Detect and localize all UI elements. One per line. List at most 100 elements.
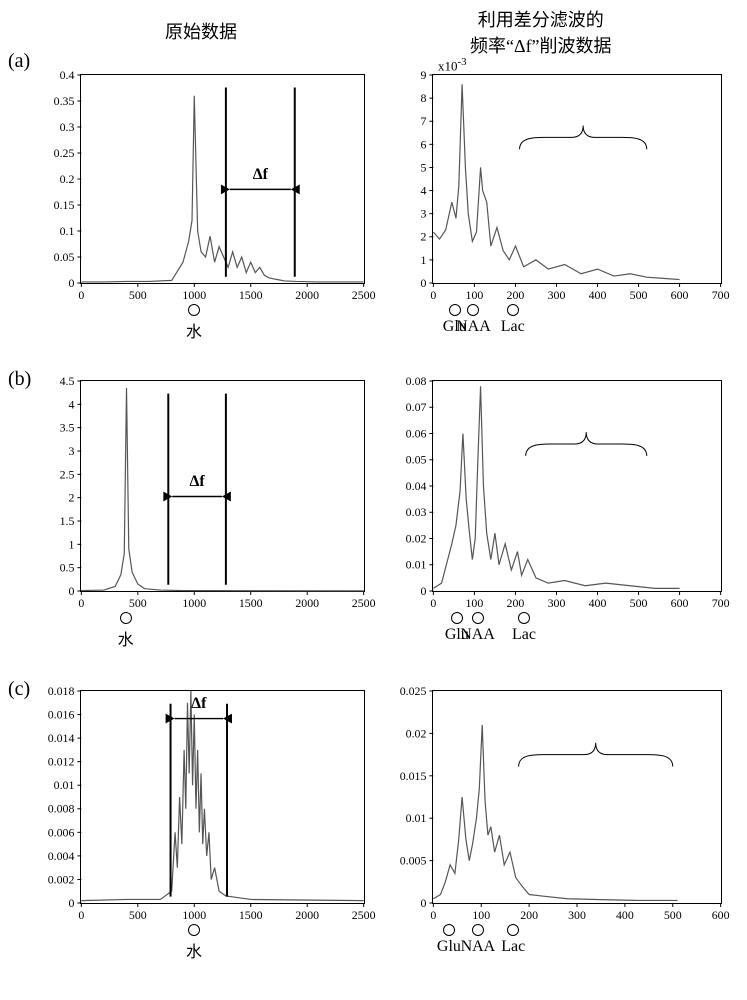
svg-text:1000: 1000: [182, 288, 206, 302]
svg-text:0.01: 0.01: [54, 778, 75, 792]
svg-text:0: 0: [78, 288, 84, 302]
marker-circle-c_right-2: [507, 924, 519, 936]
svg-text:200: 200: [520, 908, 538, 922]
marker-circle-a_right-0: [449, 304, 461, 316]
marker-label-a_right-2: Lac: [493, 318, 533, 336]
svg-text:0: 0: [430, 908, 436, 922]
marker-label-a_right-1: NAA: [453, 318, 493, 336]
svg-text:0.03: 0.03: [406, 505, 427, 519]
marker-label-a_left-water: 水: [174, 318, 214, 342]
svg-text:4.5: 4.5: [60, 374, 75, 388]
svg-text:600: 600: [671, 596, 689, 610]
svg-text:1500: 1500: [239, 288, 263, 302]
svg-text:0.35: 0.35: [54, 94, 75, 108]
svg-text:1: 1: [68, 537, 74, 551]
svg-text:100: 100: [466, 288, 484, 302]
svg-text:0: 0: [68, 584, 74, 598]
svg-text:0.018: 0.018: [48, 684, 75, 698]
svg-text:100: 100: [472, 908, 490, 922]
svg-text:600: 600: [671, 288, 689, 302]
svg-text:4: 4: [421, 184, 427, 198]
svg-text:0.004: 0.004: [48, 849, 75, 863]
svg-text:2.5: 2.5: [60, 467, 75, 481]
svg-text:0.012: 0.012: [48, 755, 75, 769]
svg-text:2: 2: [68, 491, 74, 505]
svg-text:3: 3: [68, 444, 74, 458]
svg-text:2500: 2500: [352, 908, 376, 922]
marker-label-c_right-1: NAA: [458, 938, 498, 956]
svg-text:7: 7: [421, 114, 427, 128]
svg-text:500: 500: [630, 596, 648, 610]
svg-text:400: 400: [616, 908, 634, 922]
svg-text:100: 100: [465, 596, 483, 610]
svg-text:500: 500: [630, 288, 648, 302]
svg-text:0.02: 0.02: [406, 531, 427, 545]
svg-text:8: 8: [421, 91, 427, 105]
svg-text:2000: 2000: [295, 288, 319, 302]
svg-text:Δf: Δf: [253, 166, 269, 183]
marker-label-b_right-1: NAA: [458, 626, 498, 644]
svg-text:0.04: 0.04: [406, 479, 427, 493]
chart-panel-a_left: 00.050.10.150.20.250.30.350.405001000150…: [80, 74, 365, 284]
svg-text:700: 700: [712, 596, 730, 610]
marker-circle-b_right-2: [518, 612, 530, 624]
svg-text:500: 500: [129, 908, 147, 922]
column-title-right: 利用差分滤波的 频率“Δf”削波数据: [470, 6, 612, 58]
marker-label-b_right-2: Lac: [504, 626, 544, 644]
svg-text:0.014: 0.014: [48, 731, 75, 745]
svg-text:0.05: 0.05: [54, 250, 75, 264]
svg-text:0.015: 0.015: [400, 769, 427, 783]
svg-text:1000: 1000: [182, 596, 206, 610]
svg-text:0: 0: [68, 276, 74, 290]
svg-text:0: 0: [68, 896, 74, 910]
svg-text:0.25: 0.25: [54, 146, 75, 160]
svg-text:0.05: 0.05: [406, 453, 427, 467]
svg-text:0.006: 0.006: [48, 825, 75, 839]
svg-text:2500: 2500: [352, 596, 376, 610]
svg-text:300: 300: [568, 908, 586, 922]
svg-text:0: 0: [420, 896, 426, 910]
svg-text:0: 0: [430, 288, 436, 302]
svg-text:3: 3: [421, 207, 427, 221]
marker-circle-c_right-1: [472, 924, 484, 936]
svg-text:2: 2: [421, 230, 427, 244]
svg-text:700: 700: [712, 288, 730, 302]
marker-circle-a_right-2: [507, 304, 519, 316]
svg-text:0.025: 0.025: [400, 684, 427, 698]
row-label-b: (b): [8, 368, 31, 391]
svg-text:500: 500: [129, 596, 147, 610]
chart-panel-a_right: 01234567890100200300400500600700: [432, 74, 722, 284]
marker-circle-b_right-1: [472, 612, 484, 624]
svg-text:0.08: 0.08: [406, 374, 427, 388]
svg-text:0.2: 0.2: [60, 172, 75, 186]
svg-text:0: 0: [430, 596, 436, 610]
marker-label-c_right-2: Lac: [493, 938, 533, 956]
marker-label-b_left-water: 水: [106, 626, 146, 650]
svg-text:1500: 1500: [239, 596, 263, 610]
marker-label-c_left-water: 水: [174, 938, 214, 962]
y-axis-exponent: x10-3: [438, 56, 467, 74]
svg-text:0.3: 0.3: [60, 120, 75, 134]
chart-panel-b_right: 00.010.020.030.040.050.060.070.080100200…: [432, 380, 722, 592]
svg-text:0.1: 0.1: [60, 224, 75, 238]
svg-text:0.01: 0.01: [406, 811, 427, 825]
svg-text:200: 200: [507, 596, 525, 610]
svg-text:0.02: 0.02: [406, 726, 427, 740]
svg-text:2000: 2000: [295, 908, 319, 922]
svg-text:0.4: 0.4: [60, 68, 75, 82]
marker-circle-c_left-water: [188, 924, 200, 936]
svg-text:0: 0: [420, 584, 426, 598]
svg-text:5: 5: [421, 160, 427, 174]
figure-grid: 原始数据 利用差分滤波的 频率“Δf”削波数据 (a) (b) (c) 00.0…: [0, 0, 747, 1000]
svg-text:0.005: 0.005: [400, 854, 427, 868]
svg-text:6: 6: [421, 137, 427, 151]
marker-circle-c_right-0: [443, 924, 455, 936]
svg-text:500: 500: [129, 288, 147, 302]
marker-circle-a_right-1: [467, 304, 479, 316]
svg-text:0.002: 0.002: [48, 872, 75, 886]
svg-text:500: 500: [664, 908, 682, 922]
row-label-a: (a): [8, 50, 30, 73]
svg-text:0.01: 0.01: [406, 558, 427, 572]
marker-circle-b_right-0: [451, 612, 463, 624]
svg-text:1500: 1500: [239, 908, 263, 922]
